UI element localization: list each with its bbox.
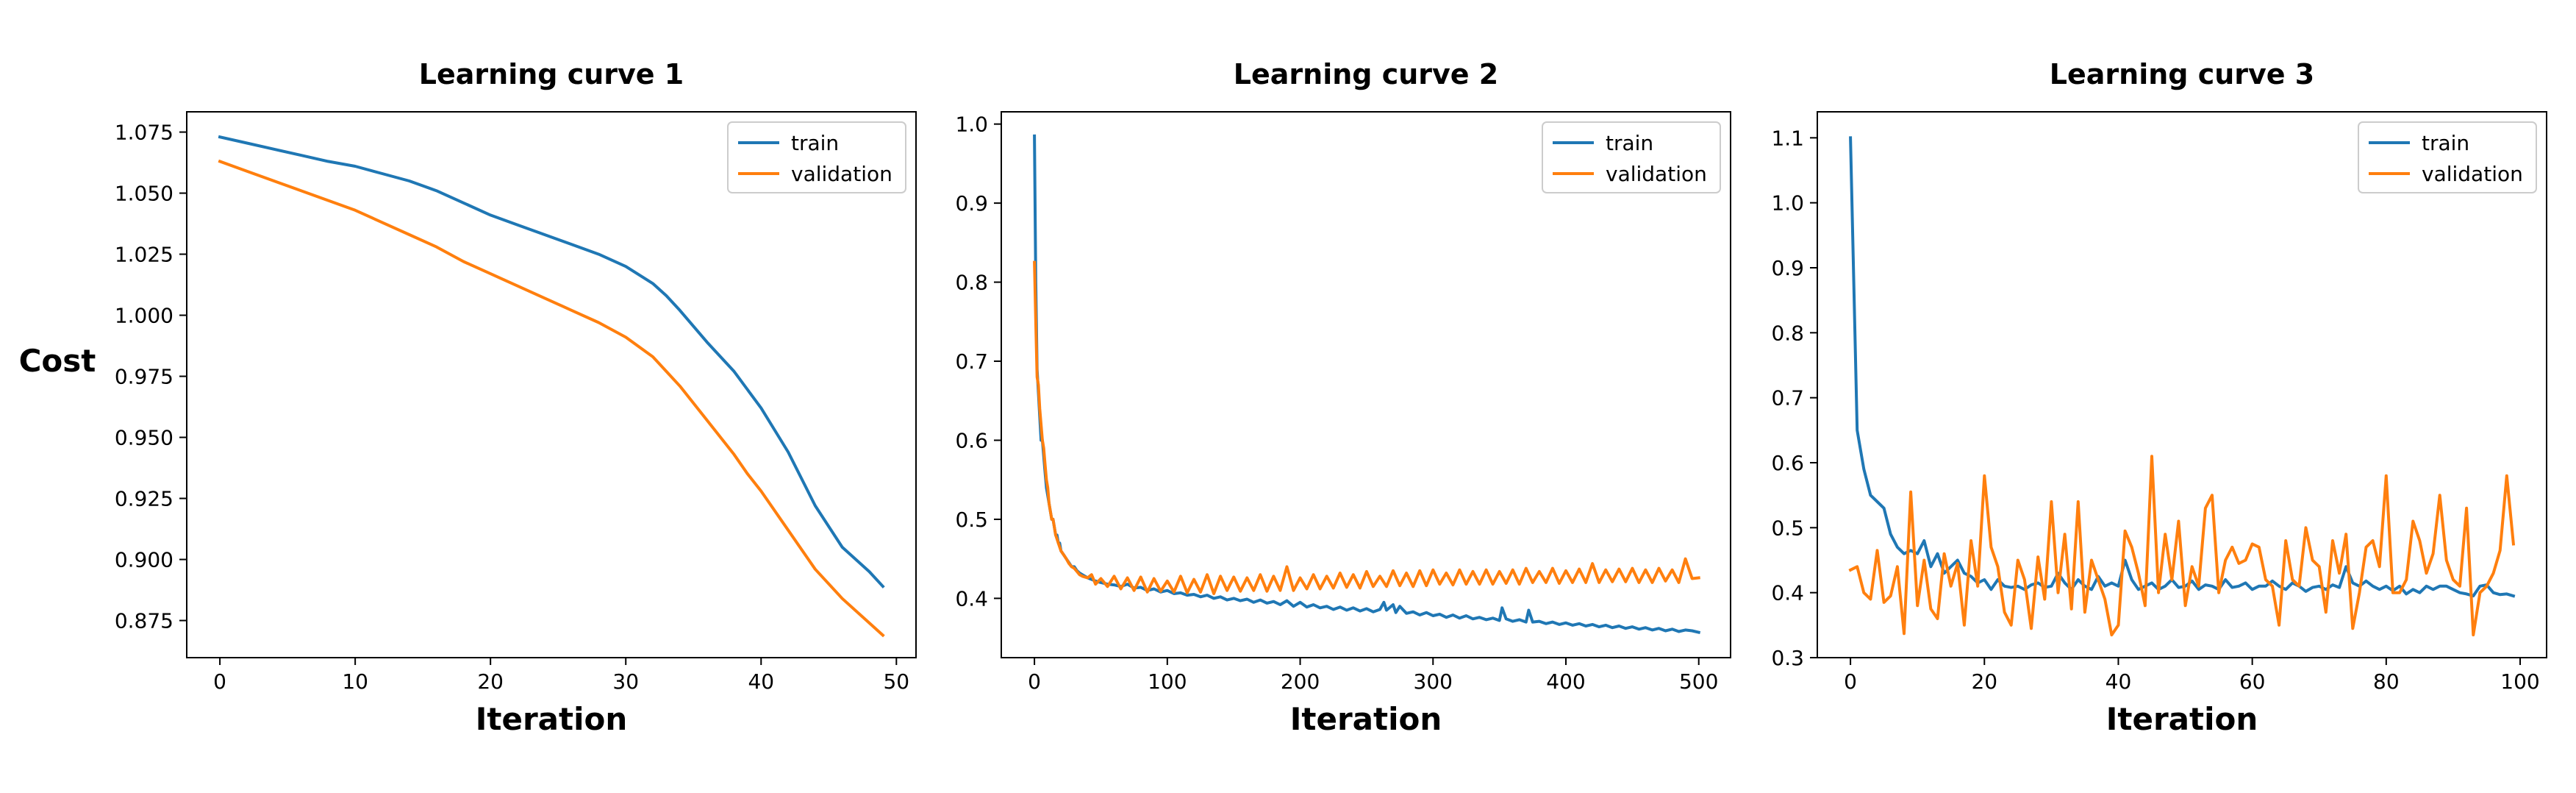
plot-frame <box>186 111 917 658</box>
series-line-validation <box>218 159 885 638</box>
y-tick-label: 1.025 <box>115 243 173 267</box>
series-line-train <box>1849 136 2516 598</box>
y-tick-label: 1.050 <box>115 182 173 206</box>
series-line-validation <box>1033 260 1700 595</box>
series-group <box>218 135 885 638</box>
chart-title: Learning curve 2 <box>1234 58 1498 90</box>
y-tick-label: 0.8 <box>1771 321 1804 345</box>
panels: 0 10 20 30 40 500.8750.9000.9250.9500.9751.00… <box>115 58 2547 737</box>
series-line-validation <box>1848 455 2516 637</box>
x-tick-label: 0 <box>1028 669 1041 694</box>
y-tick-label: 1.000 <box>115 304 173 328</box>
x-tick-label: 80 <box>2373 669 2400 694</box>
series-group <box>1033 134 1701 635</box>
series-line-train <box>218 135 885 588</box>
x-tick-label: 10 <box>342 669 368 694</box>
x-tick-label: 200 <box>1281 669 1320 694</box>
legend-label-train: train <box>791 131 839 155</box>
y-tick-label: 1.075 <box>115 121 173 145</box>
x-tick-label: 40 <box>2105 669 2132 694</box>
y-tick-label: 0.6 <box>1771 451 1804 475</box>
x-tick-label: 500 <box>1679 669 1718 694</box>
x-tick-label: 20 <box>477 669 504 694</box>
legend-label-validation: validation <box>791 162 892 186</box>
x-tick-label: 400 <box>1546 669 1585 694</box>
y-tick-label: 1.1 <box>1771 126 1804 150</box>
x-tick-label: 100 <box>1148 669 1187 694</box>
y-tick-label: 1.0 <box>955 113 988 137</box>
y-tick-label: 0.8 <box>955 271 988 295</box>
y-tick-label: 0.900 <box>115 548 173 572</box>
y-tick-label: 0.3 <box>1771 646 1804 670</box>
x-tick-label: 20 <box>1971 669 1997 694</box>
x-tick-label: 0 <box>213 669 226 694</box>
y-tick-label: 0.875 <box>115 609 173 633</box>
legend-label-train: train <box>2422 131 2469 155</box>
chart-panel-2: 0 100 200 300 400 500 0.4 0.5 0.6 0.7 0.8 0.9 1.0 Lea… <box>955 58 1731 737</box>
chart-panel-3: 0 20 40 60 80 100 0.3 0.4 0.5 0.6 0.7 0.8 0.9 1.0 1.1 L… <box>1771 58 2547 737</box>
y-tick-label: 1.0 <box>1771 191 1804 216</box>
y-tick-label: 0.925 <box>115 487 173 511</box>
x-axis-label: Iteration <box>476 701 627 737</box>
y-tick-label: 0.7 <box>955 349 988 374</box>
y-tick-label: 0.6 <box>955 428 988 452</box>
x-tick-label: 40 <box>748 669 774 694</box>
y-tick-label: 0.975 <box>115 365 173 389</box>
x-tick-label: 60 <box>2239 669 2266 694</box>
legend: train validation <box>727 121 906 193</box>
shared-y-axis-label: Cost <box>19 343 96 379</box>
x-tick-label: 0 <box>1844 669 1857 694</box>
legend: train validation <box>2358 121 2537 193</box>
series-group <box>1848 136 2516 637</box>
y-tick-label: 0.7 <box>1771 386 1804 410</box>
x-axis-label: Iteration <box>2106 701 2258 737</box>
y-tick-label: 0.9 <box>1771 256 1804 280</box>
y-tick-label: 0.5 <box>955 508 988 532</box>
plot-frame <box>1817 111 2547 658</box>
x-tick-label: 30 <box>612 669 639 694</box>
x-axis-label: Iteration <box>1290 701 1442 737</box>
legend: train validation <box>1542 121 1721 193</box>
x-tick-label: 50 <box>883 669 909 694</box>
chart-panel-1: 0 10 20 30 40 50 0.875 0.900 0.925 0.950 0.975 1.00… <box>115 58 917 737</box>
legend-label-train: train <box>1606 131 1653 155</box>
chart-title: Learning curve 3 <box>2050 58 2314 90</box>
legend-label-validation: validation <box>1606 162 1707 186</box>
plot-frame <box>1001 111 1731 658</box>
x-tick-label: 300 <box>1414 669 1453 694</box>
x-tick-label: 100 <box>2500 669 2539 694</box>
y-tick-label: 0.4 <box>955 586 988 611</box>
y-tick-label: 0.4 <box>1771 581 1804 605</box>
chart-title: Learning curve 1 <box>419 58 684 90</box>
y-tick-label: 0.9 <box>955 191 988 216</box>
y-tick-label: 0.950 <box>115 426 173 450</box>
legend-label-validation: validation <box>2422 162 2523 186</box>
y-tick-label: 0.5 <box>1771 516 1804 540</box>
